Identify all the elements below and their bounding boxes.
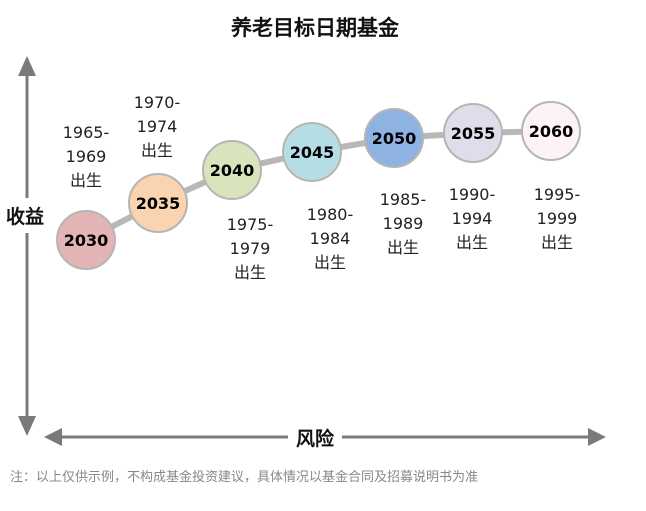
fund-node-2035: 2035 xyxy=(128,173,188,233)
birth-range-label: 1965- 1969 出生 xyxy=(46,121,126,193)
fund-node-2040: 2040 xyxy=(202,140,262,200)
birth-range-suffix: 出生 xyxy=(69,171,102,190)
birth-range-suffix: 出生 xyxy=(386,238,419,257)
birth-range-suffix: 出生 xyxy=(313,253,346,272)
birth-range-label: 1995- 1999 出生 xyxy=(517,183,597,255)
birth-range-range: 1980- xyxy=(306,205,354,224)
birth-range-label: 1970- 1974 出生 xyxy=(117,91,197,163)
y-axis-label: 收益 xyxy=(6,198,45,233)
birth-range-label: 1985- 1989 出生 xyxy=(363,188,443,260)
birth-range-range: 1995- xyxy=(533,185,581,204)
birth-range-range: 1990- xyxy=(448,185,496,204)
birth-range-label: 1980- 1984 出生 xyxy=(290,203,370,275)
birth-range-label: 1990- 1994 出生 xyxy=(432,183,512,255)
birth-range-label: 1975- 1979 出生 xyxy=(210,213,290,285)
birth-range-range2: 1974 xyxy=(136,117,178,136)
birth-range-range2: 1999 xyxy=(536,209,578,228)
birth-range-range: 1975- xyxy=(226,215,274,234)
fund-node-2030: 2030 xyxy=(56,210,116,270)
fund-node-2050: 2050 xyxy=(364,108,424,168)
birth-range-range: 1965- xyxy=(62,123,110,142)
birth-range-range2: 1994 xyxy=(451,209,493,228)
x-axis-label: 风险 xyxy=(288,424,343,451)
fund-node-2060: 2060 xyxy=(521,101,581,161)
fund-node-2045: 2045 xyxy=(282,122,342,182)
birth-range-range2: 1979 xyxy=(229,239,271,258)
birth-range-range2: 1984 xyxy=(309,229,351,248)
birth-range-range2: 1989 xyxy=(382,214,424,233)
birth-range-range: 1970- xyxy=(133,93,181,112)
fund-node-2055: 2055 xyxy=(443,103,503,163)
diagram-title: 养老目标日期基金 xyxy=(231,16,399,40)
birth-range-suffix: 出生 xyxy=(540,233,573,252)
birth-range-suffix: 出生 xyxy=(140,141,173,160)
disclaimer-note: 注：以上仅供示例，不构成基金投资建议，具体情况以基金合同及招募说明书为准 xyxy=(10,470,479,485)
y-axis-arrow xyxy=(18,56,36,436)
birth-range-suffix: 出生 xyxy=(233,263,266,282)
birth-range-suffix: 出生 xyxy=(455,233,488,252)
birth-range-range2: 1969 xyxy=(65,147,107,166)
birth-range-range: 1985- xyxy=(379,190,427,209)
